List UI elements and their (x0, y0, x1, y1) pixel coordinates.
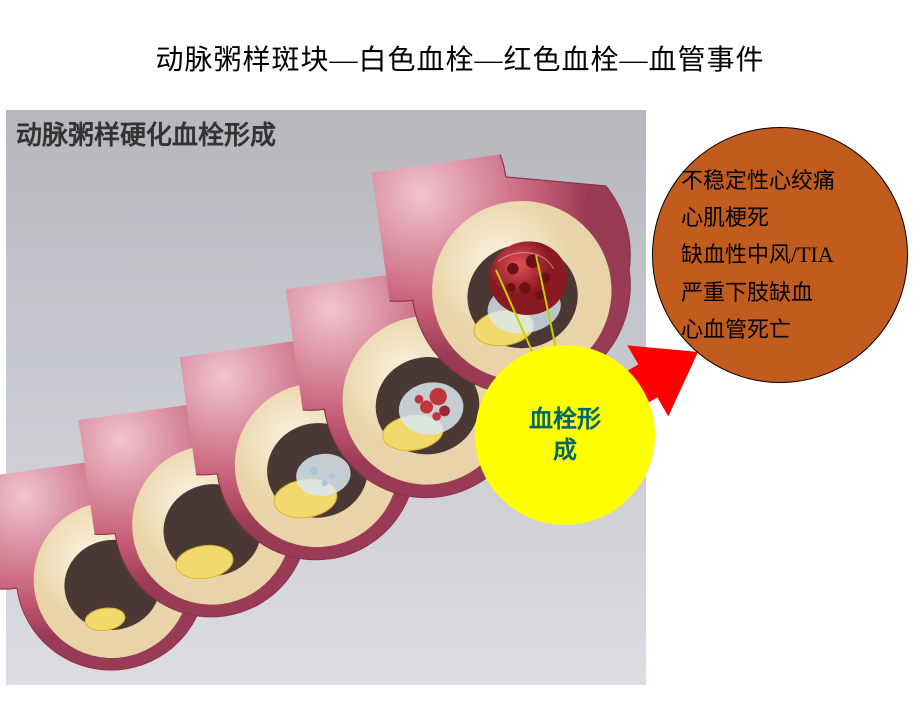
outcome-item: 严重下肢缺血 (681, 274, 907, 311)
thrombus-formation-label: 血栓形成 (529, 404, 601, 466)
outcome-item: 不稳定性心绞痛 (681, 162, 907, 199)
page-title: 动脉粥样斑块—白色血栓—红色血栓—血管事件 (0, 0, 920, 78)
diagram-overlay-label: 动脉粥样硬化血栓形成 (16, 115, 276, 152)
outcome-item: 心血管死亡 (681, 311, 907, 348)
outcomes-circle: 不稳定性心绞痛 心肌梗死 缺血性中风/TIA 严重下肢缺血 心血管死亡 (652, 127, 908, 383)
outcome-item: 心肌梗死 (681, 199, 907, 236)
thrombus-formation-callout: 血栓形成 (475, 345, 655, 525)
outcome-item: 缺血性中风/TIA (681, 236, 907, 273)
